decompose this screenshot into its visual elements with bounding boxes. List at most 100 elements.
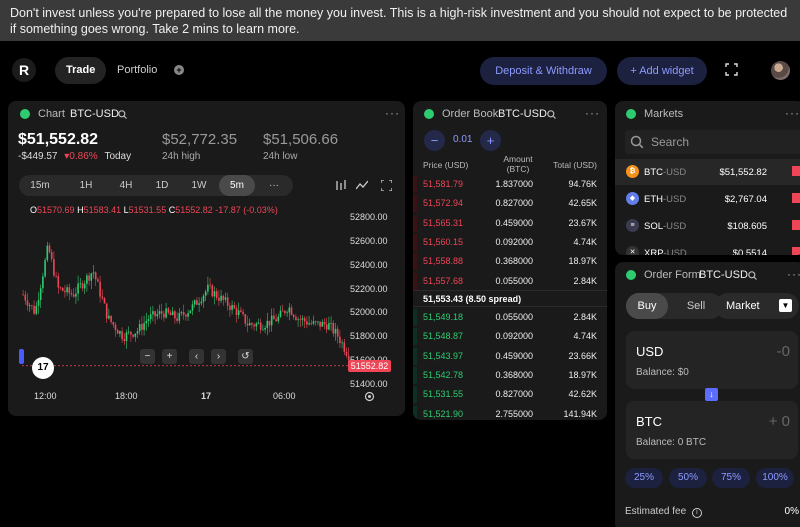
more-options-icon[interactable]: ··· xyxy=(385,106,400,120)
markets-search-input[interactable]: Search xyxy=(625,130,800,154)
candle-body xyxy=(198,303,200,305)
pct-100-button[interactable]: 100% xyxy=(756,468,794,488)
tf-5m[interactable]: 5m xyxy=(219,175,255,196)
bookmark-icon[interactable] xyxy=(792,193,800,203)
order-form-pair[interactable]: BTC-USD xyxy=(699,269,748,281)
ask-row[interactable]: 51,565.31 0.459000 23.67K xyxy=(413,214,607,232)
candlestick-chart[interactable] xyxy=(8,101,405,416)
tick-increase-button[interactable]: + xyxy=(480,130,501,151)
last-price-tag: 51552.82 xyxy=(348,360,391,372)
candle-body xyxy=(275,319,277,322)
bid-row[interactable]: 51,549.18 0.055000 2.84K xyxy=(413,309,607,326)
candle-body xyxy=(136,331,139,334)
usd-value[interactable]: -0 xyxy=(776,343,790,360)
btc-amount-field[interactable]: BTC + 0 Balance: 0 BTC xyxy=(626,401,798,459)
markets-header: Markets ··· xyxy=(615,101,800,127)
tf-1w[interactable]: 1W xyxy=(191,180,207,191)
more-options-icon[interactable]: ··· xyxy=(785,106,800,120)
y-tick-label: 52600.00 xyxy=(350,235,388,246)
order-type-select[interactable]: Market ▼ xyxy=(715,293,799,319)
bookmark-icon[interactable] xyxy=(792,220,800,230)
bid-row[interactable]: 51,521.90 2.755000 141.94K xyxy=(413,405,607,420)
bid-total: 18.97K xyxy=(568,369,597,380)
search-icon[interactable] xyxy=(748,271,757,280)
market-price: $2,767.04 xyxy=(724,194,767,205)
tick-decrease-button[interactable]: − xyxy=(424,130,445,151)
add-widget-button[interactable]: + Add widget xyxy=(617,57,707,85)
more-options-icon[interactable]: ··· xyxy=(787,267,800,281)
bookmark-icon[interactable] xyxy=(792,166,800,176)
bid-row[interactable]: 51,548.87 0.092000 4.74K xyxy=(413,328,607,346)
ask-row[interactable]: 51,558.88 0.368000 18.97K xyxy=(413,253,607,271)
candle-body xyxy=(167,308,170,313)
sol-coin-icon: ≡ xyxy=(626,219,639,232)
pct-50-button[interactable]: 50% xyxy=(669,468,707,488)
candles-icon[interactable] xyxy=(335,180,347,191)
candle-body xyxy=(53,258,55,276)
bid-row[interactable]: 51,543.97 0.459000 23.66K xyxy=(413,347,607,365)
search-icon[interactable] xyxy=(547,110,556,119)
info-icon[interactable]: i xyxy=(691,508,702,518)
bookmark-icon[interactable] xyxy=(792,247,800,255)
ask-row[interactable]: 51,560.15 0.092000 4.74K xyxy=(413,233,607,251)
chart-pair[interactable]: BTC-USD xyxy=(70,108,119,120)
change-amount: -$449.57 xyxy=(18,151,58,162)
tab-trade[interactable]: Trade xyxy=(55,57,107,84)
tab-portfolio[interactable]: Portfolio xyxy=(117,64,158,76)
drawing-tools-handle[interactable] xyxy=(19,349,24,364)
bid-row[interactable]: 51,531.55 0.827000 42.62K xyxy=(413,386,607,404)
tf-15m[interactable]: 15m xyxy=(30,180,50,191)
ask-amount: 1.837000 xyxy=(495,179,533,189)
y-tick-label: 51400.00 xyxy=(350,379,388,389)
swap-arrow-icon[interactable]: ↓ xyxy=(705,388,718,401)
btc-value[interactable]: + 0 xyxy=(768,413,790,430)
zoom-out-button[interactable]: − xyxy=(140,349,155,364)
sell-tab[interactable]: Sell xyxy=(686,300,706,312)
candle-body xyxy=(145,320,148,324)
ask-total: 18.97K xyxy=(568,256,597,267)
user-avatar[interactable] xyxy=(771,61,790,80)
candle-body xyxy=(191,304,194,311)
tf-1h[interactable]: 1H xyxy=(79,180,93,191)
fullscreen-icon[interactable] xyxy=(725,63,738,76)
buy-tab[interactable]: Buy xyxy=(626,293,668,319)
zoom-in-button[interactable]: + xyxy=(162,349,177,364)
candle-body xyxy=(101,296,104,299)
risk-warning-banner[interactable]: Don't invest unless you're prepared to l… xyxy=(0,0,800,41)
add-tab-icon[interactable]: + xyxy=(174,65,184,75)
usd-amount-field[interactable]: USD -0 Balance: $0 xyxy=(626,331,798,389)
revolut-logo[interactable]: R xyxy=(12,58,36,82)
market-row-eth[interactable]: ◆ ETH-USD $2,767.04 xyxy=(615,186,800,212)
market-row-sol[interactable]: ≡ SOL-USD $108.605 xyxy=(615,213,800,239)
pct-75-button[interactable]: 75% xyxy=(712,468,750,488)
reset-chart-button[interactable]: ↺ xyxy=(238,349,253,364)
candle-body xyxy=(72,294,75,297)
line-chart-icon[interactable] xyxy=(356,180,368,191)
orderbook-pair[interactable]: BTC-USD xyxy=(498,108,547,120)
scroll-left-button[interactable]: ‹ xyxy=(189,349,204,364)
pct-25-button[interactable]: 25% xyxy=(625,468,663,488)
ask-row[interactable]: 51,581.79 1.837000 94.76K xyxy=(413,176,607,193)
scroll-right-button[interactable]: › xyxy=(211,349,226,364)
market-row-btc[interactable]: ₿ BTC-USD $51,552.82 xyxy=(615,159,800,185)
tf-1d[interactable]: 1D xyxy=(155,180,169,191)
ask-row[interactable]: 51,557.68 0.055000 2.84K xyxy=(413,272,607,290)
tf-4h[interactable]: 4H xyxy=(119,180,133,191)
search-icon[interactable] xyxy=(118,110,127,119)
candle-body xyxy=(202,295,205,302)
candle-body xyxy=(26,300,29,306)
chart-settings-icon[interactable] xyxy=(364,391,375,402)
candle-body xyxy=(64,290,66,293)
deposit-withdraw-button[interactable]: Deposit & Withdraw xyxy=(480,57,607,85)
candle-body xyxy=(61,287,64,291)
bid-row[interactable]: 51,542.78 0.368000 18.97K xyxy=(413,366,607,384)
x-tick-label: 06:00 xyxy=(273,391,296,401)
candle-body xyxy=(193,300,196,305)
ask-row[interactable]: 51,572.94 0.827000 42.65K xyxy=(413,195,607,213)
ask-amount: 0.368000 xyxy=(495,256,533,267)
more-options-icon[interactable]: ··· xyxy=(585,106,600,120)
candle-body xyxy=(81,283,84,289)
tf-more[interactable]: ··· xyxy=(269,180,279,191)
market-row-xrp[interactable]: ✕ XRP-USD $0.5514 xyxy=(615,240,800,255)
tradingview-logo[interactable]: 17 xyxy=(32,357,54,379)
